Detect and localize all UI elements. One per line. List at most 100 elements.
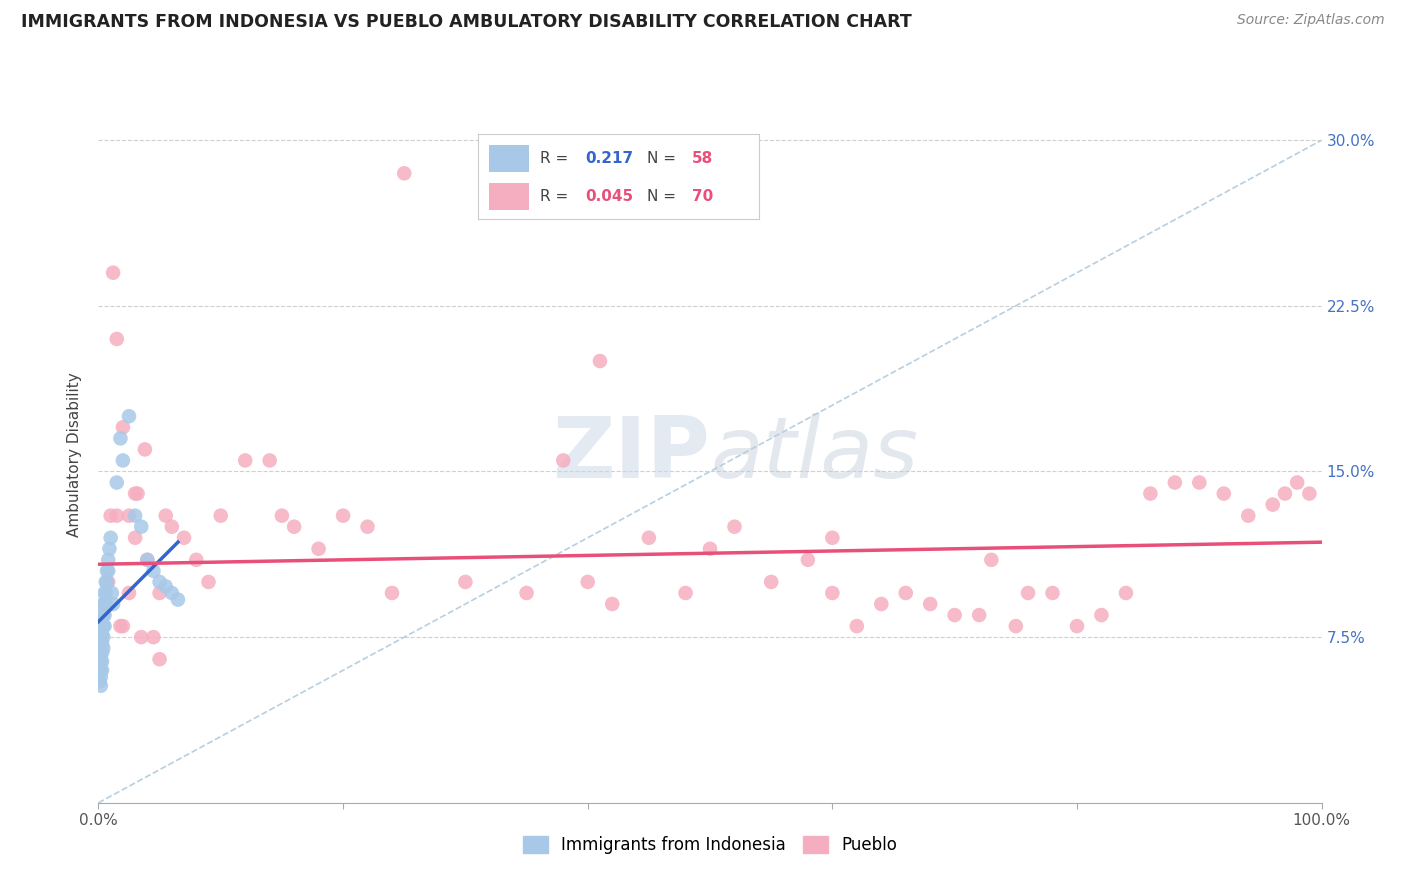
Point [142, 630, 165, 644]
Text: 0.045: 0.045 [585, 189, 633, 204]
Point [91, 646, 114, 660]
Point [638, 531, 661, 545]
Point [576, 574, 599, 589]
Point [149, 586, 172, 600]
Point [136, 553, 159, 567]
Point [93, 608, 115, 623]
Point [90, 625, 112, 640]
Point [270, 508, 294, 523]
Point [149, 652, 172, 666]
Point [1237, 508, 1260, 523]
Point [589, 354, 612, 368]
Point [101, 266, 124, 280]
Point [89, 641, 111, 656]
Point [111, 420, 134, 434]
Point [110, 619, 132, 633]
Point [821, 586, 844, 600]
Point [675, 586, 697, 600]
Point [1004, 619, 1026, 633]
Point [1188, 475, 1211, 490]
Point [283, 519, 305, 533]
Point [97, 574, 120, 589]
Point [155, 579, 177, 593]
Point [259, 453, 281, 467]
Point [920, 597, 942, 611]
Point [118, 508, 141, 523]
Point [90, 655, 112, 669]
Point [155, 508, 177, 523]
Point [1298, 486, 1320, 500]
Text: ZIP: ZIP [553, 413, 710, 497]
Point [124, 508, 146, 523]
Point [553, 453, 575, 467]
Text: 70: 70 [692, 189, 713, 204]
Point [100, 531, 122, 545]
Point [90, 619, 112, 633]
Point [105, 508, 128, 523]
Point [870, 597, 893, 611]
Point [105, 332, 128, 346]
Point [1017, 586, 1039, 600]
Point [94, 586, 117, 600]
Point [1090, 608, 1112, 623]
Point [209, 508, 232, 523]
Point [186, 553, 208, 567]
Point [980, 553, 1002, 567]
Point [454, 574, 477, 589]
Point [173, 531, 195, 545]
Point [118, 409, 141, 424]
Point [89, 637, 111, 651]
Point [90, 634, 112, 648]
Point [91, 637, 114, 651]
Point [91, 655, 114, 669]
Point [160, 519, 183, 533]
Point [142, 564, 165, 578]
Point [761, 574, 783, 589]
Point [1274, 486, 1296, 500]
Point [1212, 486, 1234, 500]
Point [89, 663, 111, 677]
Point [93, 619, 115, 633]
Point [91, 663, 114, 677]
Point [118, 586, 141, 600]
Point [129, 630, 152, 644]
Point [136, 553, 159, 567]
Point [105, 475, 128, 490]
Point [356, 519, 378, 533]
Point [91, 619, 114, 633]
Point [90, 641, 112, 656]
Point [308, 541, 330, 556]
Point [89, 615, 111, 629]
Point [134, 442, 156, 457]
Point [127, 486, 149, 500]
Legend: Immigrants from Indonesia, Pueblo: Immigrants from Indonesia, Pueblo [516, 829, 904, 861]
Point [943, 608, 966, 623]
Point [600, 597, 623, 611]
Point [94, 574, 117, 589]
Point [97, 564, 120, 578]
Point [101, 586, 124, 600]
Text: R =: R = [540, 189, 574, 204]
Point [845, 619, 868, 633]
Point [91, 630, 114, 644]
Point [93, 597, 115, 611]
Y-axis label: Ambulatory Disability: Ambulatory Disability [67, 373, 83, 537]
Point [392, 166, 416, 180]
Bar [489, 145, 529, 172]
Point [89, 648, 111, 662]
Point [110, 431, 132, 445]
Text: N =: N = [647, 189, 681, 204]
Point [89, 630, 111, 644]
Point [1286, 475, 1309, 490]
Point [93, 586, 115, 600]
Point [91, 628, 114, 642]
Point [129, 519, 152, 533]
Point [723, 519, 745, 533]
Point [381, 586, 404, 600]
Point [90, 663, 112, 677]
Point [967, 608, 990, 623]
Point [91, 608, 114, 623]
Point [100, 508, 122, 523]
Point [89, 658, 111, 673]
Point [91, 641, 114, 656]
